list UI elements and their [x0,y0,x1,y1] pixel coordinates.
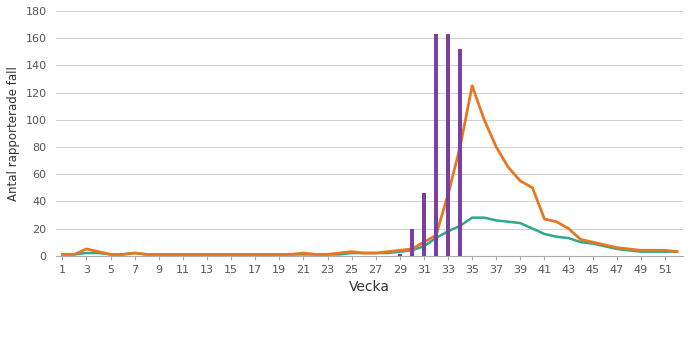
Bar [410,228,414,256]
Bar [458,49,462,256]
Bar [397,254,402,256]
X-axis label: Vecka: Vecka [349,280,391,294]
Bar [434,34,438,256]
Bar [446,34,450,256]
Bar [422,193,426,256]
Y-axis label: Antal rapporterade fall: Antal rapporterade fall [7,66,20,201]
